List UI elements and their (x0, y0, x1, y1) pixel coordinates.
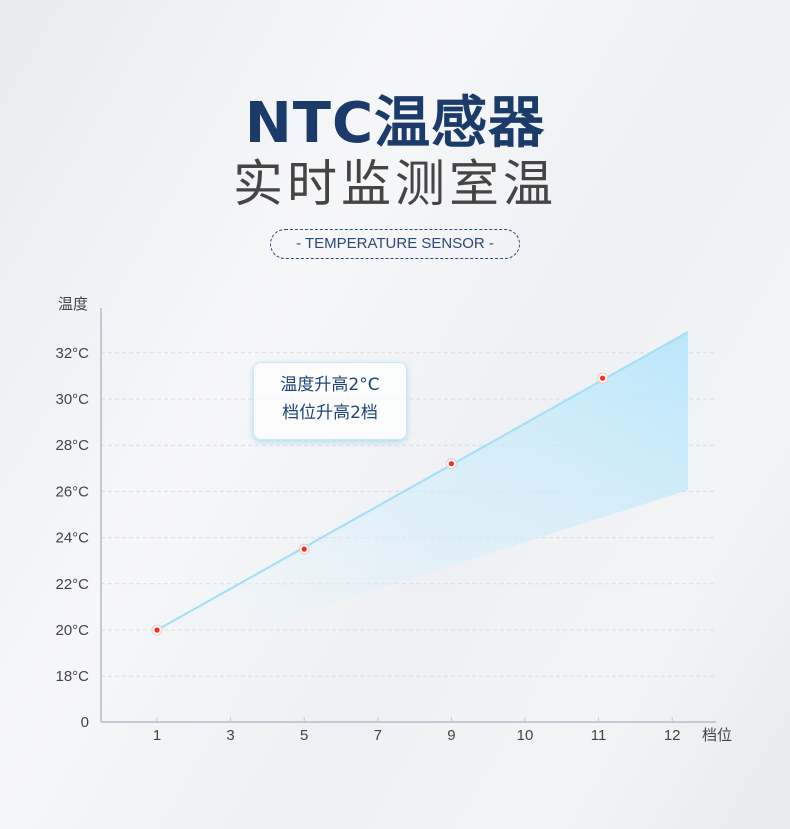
data-point (448, 461, 454, 467)
data-point (154, 627, 160, 633)
x-tick-label: 5 (300, 727, 308, 744)
annotation-line-1: 温度升高2°C (280, 375, 380, 395)
y-tick-label: 28°C (55, 437, 89, 454)
data-point (301, 546, 307, 552)
x-tick-label: 3 (226, 727, 234, 744)
y-tick-label: 32°C (55, 345, 89, 362)
x-tick-label: 7 (374, 727, 382, 744)
y-tick-label: 0 (81, 714, 89, 731)
y-tick-label: 26°C (55, 483, 89, 500)
data-point (600, 375, 606, 381)
y-tick-label: 18°C (55, 668, 89, 685)
page-subtitle: 实时监测室温 (233, 155, 557, 213)
y-axis-label: 温度 (58, 296, 88, 313)
x-tick-label: 10 (517, 727, 534, 744)
y-tick-label: 20°C (55, 622, 89, 639)
page-title: NTC温感器 (244, 91, 546, 156)
annotation-line-2: 档位升高2档 (282, 403, 378, 423)
y-tick-label: 24°C (55, 530, 89, 547)
x-tick-label: 12 (664, 727, 681, 744)
annotation-box: 温度升高2°C 档位升高2档 (253, 362, 407, 440)
x-tick-label: 1 (153, 727, 161, 744)
y-tick-label: 30°C (55, 391, 89, 408)
tag-pill: - TEMPERATURE SENSOR - (270, 229, 520, 259)
area-fill (157, 332, 688, 660)
y-tick-label: 22°C (55, 576, 89, 593)
x-tick-label: 9 (447, 727, 455, 744)
x-axis-label: 档位 (702, 727, 732, 744)
x-tick-label: 11 (591, 727, 607, 744)
